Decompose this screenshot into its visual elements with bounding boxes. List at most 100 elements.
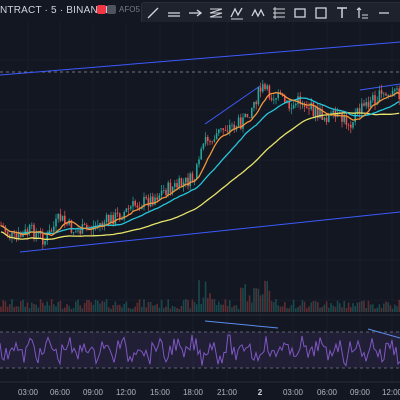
candle-body: [328, 114, 330, 122]
volume-bar: [279, 306, 282, 312]
ma-slow-line: [0, 112, 400, 240]
divergence-line-1: [204, 85, 261, 125]
candle-body: [83, 224, 86, 226]
candle-body: [380, 90, 383, 94]
horizontal-line-tool-icon[interactable]: [163, 4, 184, 22]
volume-bar: [176, 308, 178, 312]
candle-body: [101, 223, 103, 226]
candle-body: [253, 101, 255, 108]
candle-body: [64, 215, 66, 223]
frame-tool-icon[interactable]: [310, 4, 331, 22]
candle-body: [112, 215, 114, 225]
volume-bar: [332, 305, 334, 312]
volume-bar: [284, 302, 286, 312]
volume-bar: [365, 308, 367, 312]
candle-body: [92, 226, 95, 230]
grey-status-icon: [107, 5, 116, 14]
candle-body: [53, 226, 55, 232]
candle-body: [215, 133, 218, 140]
time-label: 21:00: [216, 388, 238, 397]
trend-line-tool-icon[interactable]: [142, 4, 163, 22]
candle-body: [145, 196, 147, 199]
extra-tool-icon[interactable]: [373, 4, 394, 22]
candle-body: [312, 102, 315, 117]
candle-body: [103, 222, 106, 226]
symbol-title[interactable]: NTRACT · 5 · BINANCE: [0, 5, 113, 16]
candle-body: [275, 98, 277, 100]
candle-body: [125, 208, 128, 212]
volume-bar: [352, 303, 354, 312]
candle-body: [15, 233, 18, 238]
fib-tool-icon[interactable]: [268, 4, 289, 22]
volume-bar: [222, 304, 224, 312]
candle-body: [147, 198, 150, 207]
candle-body: [121, 219, 123, 220]
candle-body: [24, 229, 26, 233]
rectangle-tool-icon[interactable]: [289, 4, 310, 22]
candle-body: [266, 85, 268, 90]
volume-bar: [347, 302, 350, 312]
candle-body: [66, 222, 68, 225]
volume-bar: [253, 288, 255, 312]
candle-body: [180, 178, 183, 187]
candle-body: [20, 232, 22, 237]
volume-bar: [61, 308, 64, 312]
candle-body: [72, 232, 75, 234]
candle-body: [372, 95, 374, 101]
volume-bar: [81, 308, 84, 312]
candle-body: [110, 215, 112, 223]
candle-body: [149, 196, 152, 207]
volume-bar: [376, 307, 378, 312]
volume-bar: [55, 306, 57, 312]
candle-body: [31, 224, 33, 226]
volume-bar: [369, 304, 372, 312]
volume-bar: [385, 301, 387, 312]
candle-body: [0, 225, 2, 226]
candle-body: [361, 103, 363, 114]
arrow-tool-icon[interactable]: [184, 4, 205, 22]
wave-tool-icon[interactable]: [247, 4, 268, 22]
volume-bar: [42, 302, 44, 312]
volume-bar: [193, 301, 196, 312]
volume-bar: [209, 293, 211, 312]
candle-body: [160, 190, 163, 196]
volume-bar: [336, 300, 339, 312]
candle-body: [242, 117, 244, 129]
pattern-tool-icon[interactable]: [226, 4, 247, 22]
volume-bar: [112, 305, 114, 312]
candle-body: [396, 88, 398, 90]
volume-bar: [31, 302, 33, 312]
candle-body: [79, 230, 81, 234]
candle-body: [244, 113, 246, 118]
rsi-line: [0, 334, 400, 367]
volume-bar: [130, 308, 132, 312]
candle-body: [374, 95, 376, 105]
pitchfork-tool-icon[interactable]: [205, 4, 226, 22]
candle-body: [17, 232, 20, 238]
volume-bar: [273, 302, 275, 312]
candle-body: [295, 103, 297, 106]
candle-body: [119, 213, 121, 220]
volume-bar: [180, 305, 183, 312]
candle-body: [299, 96, 301, 105]
text-tool-icon[interactable]: [331, 4, 352, 22]
candle-body: [48, 230, 51, 233]
volume-bar: [143, 299, 145, 312]
measure-tool-icon[interactable]: [352, 4, 373, 22]
candle-body: [77, 230, 79, 232]
volume-bar: [182, 300, 185, 312]
volume-bar: [290, 304, 293, 312]
candle-body: [365, 102, 367, 106]
volume-bar: [202, 297, 205, 312]
candle-body: [68, 220, 70, 225]
candle-body: [187, 177, 189, 187]
volume-bar: [114, 301, 117, 312]
candle-body: [240, 117, 242, 129]
candle-body: [319, 109, 321, 118]
candle-body: [132, 201, 134, 207]
candle-body: [185, 177, 187, 183]
volume-bar: [314, 300, 317, 312]
volume-bar: [378, 304, 381, 312]
candle-body: [297, 96, 299, 104]
